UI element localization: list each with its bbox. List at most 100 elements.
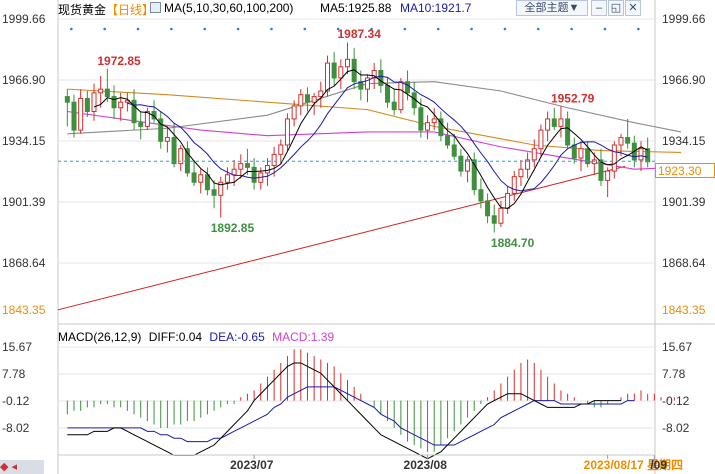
macd-value: MACD:1.39 xyxy=(272,330,335,344)
candle-body xyxy=(378,70,384,86)
period-label[interactable]: 【日线】 xyxy=(106,3,155,17)
candle-body xyxy=(405,81,411,94)
marker-dot xyxy=(270,27,273,31)
marker-dot xyxy=(470,27,473,31)
candle-body xyxy=(244,163,250,168)
candle-body xyxy=(465,159,471,172)
candle-body xyxy=(158,118,164,142)
x-tick-label: /09 xyxy=(650,458,667,472)
candle-body xyxy=(131,99,137,124)
candle-body xyxy=(264,164,270,174)
price-tick-right: 1999.66 xyxy=(662,12,706,26)
ma10-value: MA10:1921.7 xyxy=(400,1,472,15)
ma5-value: MA5:1925.88 xyxy=(320,1,392,15)
candle-body xyxy=(164,137,170,142)
candle-body xyxy=(171,137,177,165)
price-tick-left: 1966.90 xyxy=(2,73,46,87)
candle-body xyxy=(224,174,230,183)
candle-body xyxy=(64,96,70,103)
candle-body xyxy=(111,96,117,109)
candle-body xyxy=(304,94,310,103)
ma30-line xyxy=(67,81,682,135)
price-tick-right: 1966.90 xyxy=(662,73,706,87)
candle-body xyxy=(284,118,290,146)
candle-body xyxy=(471,159,477,191)
marker-dot xyxy=(637,27,640,31)
candle-body xyxy=(605,170,611,181)
close-icon[interactable]: ✕ xyxy=(625,0,641,16)
candle-body xyxy=(458,155,464,172)
candle-body xyxy=(638,148,644,161)
macd-tick-right: -0.12 xyxy=(662,394,690,408)
candle-body xyxy=(231,168,237,176)
x-tick-label: 2023/07 xyxy=(230,458,274,472)
ma-toggle-icon[interactable] xyxy=(150,2,161,13)
candle-body xyxy=(271,153,277,166)
candle-body xyxy=(251,166,257,183)
candle-body xyxy=(84,97,90,112)
candle-body xyxy=(591,159,597,165)
ma5-line xyxy=(93,69,648,209)
candle-body xyxy=(385,84,391,103)
candle-body xyxy=(478,189,484,202)
marker-dot xyxy=(170,27,173,31)
dea-line xyxy=(67,386,635,446)
extreme-annotation: 1884.70 xyxy=(491,236,535,250)
candle-body xyxy=(71,101,77,131)
price-tick-right: 1901.39 xyxy=(662,195,706,209)
ma-legend: MA(5,10,30,60,100,200) xyxy=(164,1,294,15)
candle-body xyxy=(498,207,504,224)
candle-body xyxy=(178,148,184,165)
macd-tick-left: -0.12 xyxy=(2,394,30,408)
theme-dropdown-button[interactable]: 全部主题▼ xyxy=(516,0,588,16)
scroll-left-tab[interactable]: ◆ ◂ xyxy=(0,460,44,474)
candle-body xyxy=(538,129,544,150)
candle-body xyxy=(431,118,437,124)
candle-body xyxy=(618,137,624,146)
candle-body xyxy=(391,101,397,111)
candle-body xyxy=(318,90,324,98)
candle-body xyxy=(98,88,104,94)
candle-body xyxy=(451,144,457,157)
candle-body xyxy=(298,94,304,107)
candle-body xyxy=(611,144,617,172)
ma10-line xyxy=(127,75,648,192)
candle-body xyxy=(324,62,330,92)
candle-body xyxy=(585,148,591,165)
candle-body xyxy=(398,81,404,111)
candle-body xyxy=(144,110,150,127)
candle-body xyxy=(571,144,577,159)
candle-body xyxy=(551,118,557,127)
extreme-annotation: 1972.85 xyxy=(97,54,141,68)
minimize-icon[interactable]: – xyxy=(591,0,607,16)
candle-body xyxy=(278,144,284,155)
candle-body xyxy=(645,148,651,163)
marker-dot xyxy=(536,27,540,31)
extreme-annotation: 1987.34 xyxy=(337,27,381,41)
price-tick-left: 1868.64 xyxy=(2,256,46,270)
restore-icon[interactable]: ◱ xyxy=(608,0,624,16)
candle-body xyxy=(91,92,97,112)
candle-body xyxy=(418,107,424,131)
candle-body xyxy=(331,62,337,79)
candle-body xyxy=(238,163,244,170)
macd-tick-right: -8.02 xyxy=(662,421,690,435)
candle-body xyxy=(485,200,491,217)
candle-body xyxy=(358,81,364,90)
marker-dot xyxy=(336,27,340,31)
candle-body xyxy=(565,118,571,146)
diff-line xyxy=(67,362,621,460)
marker-dot xyxy=(436,27,440,31)
macd-tick-left: 15.67 xyxy=(2,340,32,354)
price-tick-left: 1999.66 xyxy=(2,12,46,26)
macd-tick-right: 15.67 xyxy=(662,340,692,354)
extreme-annotation: 1892.85 xyxy=(211,221,255,235)
marker-dot xyxy=(203,27,207,31)
candle-body xyxy=(78,97,84,131)
candle-body xyxy=(344,58,350,68)
macd-tick-left: 7.78 xyxy=(2,367,26,381)
candle-body xyxy=(138,122,144,127)
candle-body xyxy=(425,122,431,131)
candle-body xyxy=(438,118,444,137)
